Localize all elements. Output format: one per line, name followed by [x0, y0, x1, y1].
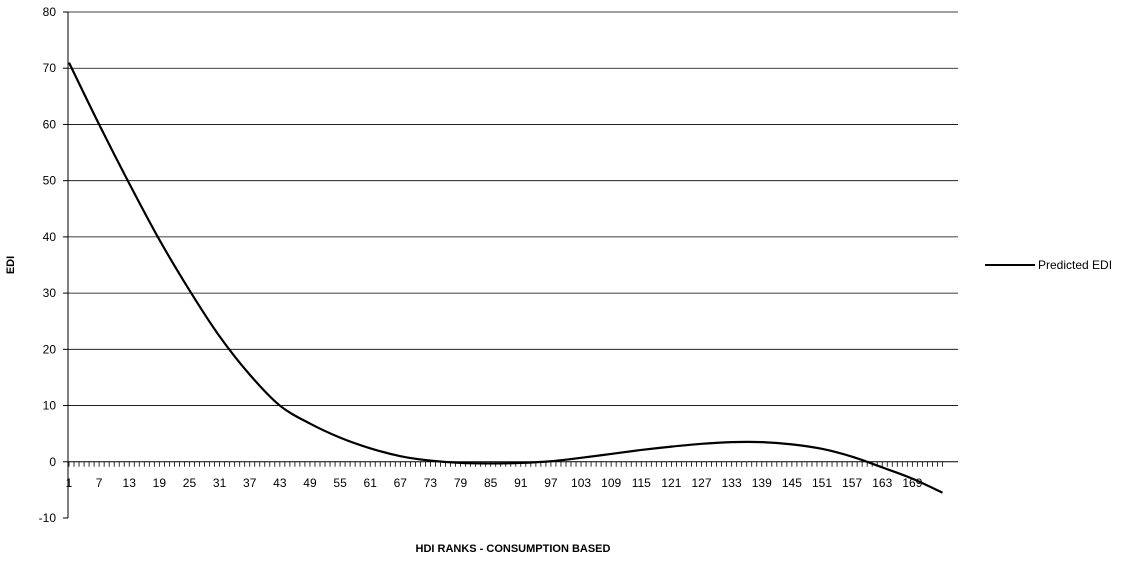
x-tick-label: 79: [454, 476, 468, 490]
x-tick-label: 109: [601, 476, 621, 490]
x-tick-label: 127: [692, 476, 712, 490]
x-tick-label: 61: [364, 476, 378, 490]
x-tick-label: 1: [66, 476, 73, 490]
x-tick-label: 13: [123, 476, 137, 490]
x-tick-label: 97: [544, 476, 558, 490]
x-tick-label: 163: [872, 476, 892, 490]
x-tick-label: 85: [484, 476, 498, 490]
x-tick-label: 25: [183, 476, 197, 490]
x-tick-label: 133: [722, 476, 742, 490]
x-tick-label: 139: [752, 476, 772, 490]
gridlines: [68, 11, 958, 406]
y-tick-label: 80: [43, 5, 57, 19]
x-tick-label: 31: [213, 476, 227, 490]
y-tick-label: 60: [43, 117, 57, 131]
y-tick-label: 0: [49, 455, 56, 469]
y-axis-title: EDI: [5, 256, 17, 274]
axes: [63, 11, 958, 519]
y-tick-label: 20: [43, 342, 57, 356]
y-tick-label: 70: [43, 61, 57, 75]
x-tick-label: 169: [902, 476, 922, 490]
x-tick-label: 121: [661, 476, 681, 490]
x-tick-label: 7: [96, 476, 103, 490]
x-tick-label: 103: [571, 476, 591, 490]
x-tick-label: 73: [424, 476, 438, 490]
x-tick-label: 115: [632, 476, 651, 490]
x-tick-label: 19: [153, 476, 167, 490]
x-tick-label: 91: [514, 476, 528, 490]
x-tick-label: 145: [782, 476, 802, 490]
series-lines: [68, 62, 943, 494]
legend: Predicted EDI: [985, 258, 1112, 272]
x-tick-label: 151: [812, 476, 832, 490]
legend-label: Predicted EDI: [1038, 258, 1112, 272]
x-axis-title: HDI RANKS - CONSUMPTION BASED: [416, 543, 611, 555]
y-tick-label: 10: [43, 399, 57, 413]
y-tick-label: 50: [43, 174, 57, 188]
tick-labels: -10 0 10 20 30 40 50 60 70 80 1 7 13 19 25 31 37 43 49 55 61…: [39, 5, 923, 525]
y-tick-label: 30: [43, 286, 57, 300]
y-tick-label: -10: [39, 511, 57, 525]
x-tick-label: 37: [243, 476, 257, 490]
x-tick-label: 55: [333, 476, 347, 490]
x-tick-label: 157: [842, 476, 862, 490]
x-tick-label: 49: [303, 476, 317, 490]
x-tick-label: 67: [394, 476, 408, 490]
y-tick-label: 40: [43, 230, 57, 244]
series-line: [68, 62, 943, 494]
x-tick-label: 43: [273, 476, 287, 490]
